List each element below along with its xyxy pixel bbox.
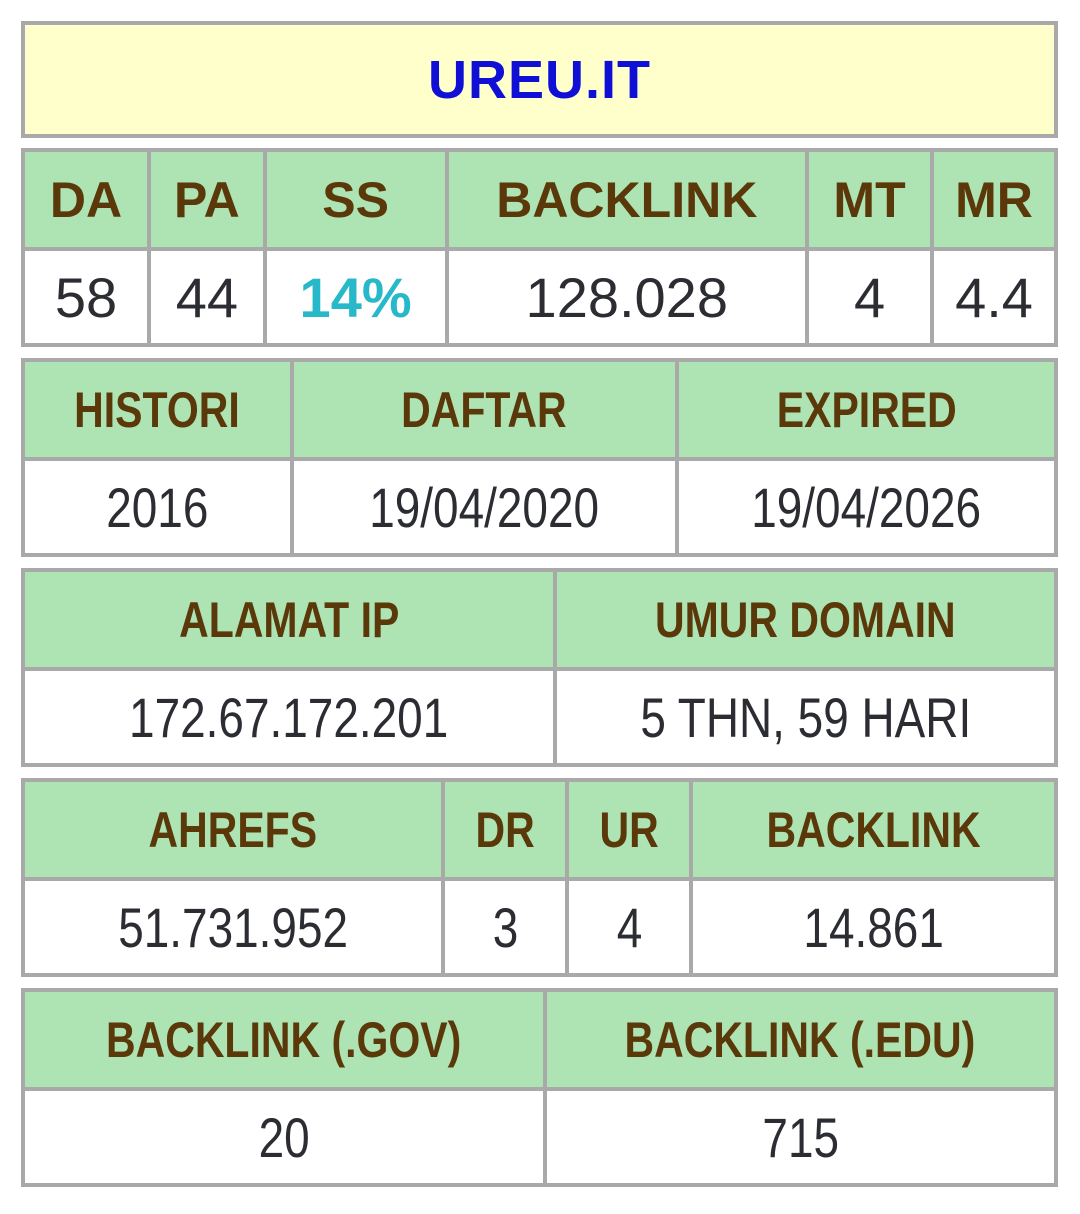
value-expired: 19/04/2026 (751, 475, 982, 539)
value-ahrefs-backlink: 14.861 (803, 895, 944, 959)
header-label-backlink: BACKLINK (496, 171, 758, 228)
value-cell-ss: 14% (262, 247, 449, 347)
header-label-backlink-edu: BACKLINK (.EDU) (624, 1011, 976, 1068)
value-ss: 14% (299, 265, 412, 329)
value-cell-dr: 3 (441, 877, 570, 977)
value-alamat-ip: 172.67.172.201 (129, 685, 449, 749)
header-label-pa: PA (173, 171, 240, 228)
header-cell-ahrefs-backlink: BACKLINK (689, 778, 1058, 881)
report-page: UREU.IT DA PA SS BACKLINK MT MR 58 44 14… (20, 21, 1059, 1187)
header-cell-da: DA (20, 148, 152, 251)
value-backlink-edu: 715 (762, 1105, 839, 1169)
header-cell-backlink-edu: BACKLINK (.EDU) (542, 988, 1059, 1091)
header-cell-umur-domain: UMUR DOMAIN (552, 568, 1059, 671)
value-da: 58 (54, 265, 118, 329)
value-cell-backlink-gov: 20 (21, 1087, 547, 1187)
metrics-header-row: DA PA SS BACKLINK MT MR (20, 148, 1058, 251)
ahrefs-table: AHREFS DR UR BACKLINK 51.731.952 3 4 14.… (20, 778, 1058, 977)
value-cell-backlink-edu: 715 (542, 1087, 1059, 1187)
header-label-ahrefs: AHREFS (148, 801, 318, 858)
metrics-table: DA PA SS BACKLINK MT MR 58 44 14% 128.02… (20, 148, 1058, 347)
header-label-expired: EXPIRED (776, 381, 957, 438)
value-daftar: 19/04/2020 (369, 475, 600, 539)
header-cell-dr: DR (441, 778, 570, 881)
value-ur: 4 (616, 895, 643, 959)
header-label-backlink-gov: BACKLINK (.GOV) (106, 1011, 462, 1068)
value-cell-alamat-ip: 172.67.172.201 (21, 667, 557, 767)
header-label-alamat-ip: ALAMAT IP (178, 591, 400, 648)
value-cell-ahrefs: 51.731.952 (20, 877, 446, 977)
value-cell-ahrefs-backlink: 14.861 (689, 877, 1058, 977)
header-cell-ahrefs: AHREFS (20, 778, 446, 881)
ip-age-value-row: 172.67.172.201 5 THN, 59 HARI (21, 667, 1059, 767)
header-label-daftar: DAFTAR (401, 381, 567, 438)
header-cell-backlink: BACKLINK (444, 148, 810, 251)
registration-value-row: 2016 19/04/2020 19/04/2026 (21, 457, 1059, 557)
domain-title-box: UREU.IT (21, 21, 1058, 138)
ahrefs-header-row: AHREFS DR UR BACKLINK (20, 778, 1058, 881)
value-mt: 4 (853, 265, 886, 329)
value-cell-ur: 4 (565, 877, 694, 977)
value-cell-umur-domain: 5 THN, 59 HARI (552, 667, 1059, 767)
header-label-da: DA (49, 171, 123, 228)
domain-title: UREU.IT (428, 49, 651, 110)
value-cell-expired: 19/04/2026 (674, 457, 1059, 557)
header-cell-daftar: DAFTAR (289, 358, 679, 461)
backlink-tld-header-row: BACKLINK (.GOV) BACKLINK (.EDU) (21, 988, 1059, 1091)
header-label-histori: HISTORI (74, 381, 241, 438)
header-cell-expired: EXPIRED (674, 358, 1059, 461)
value-ahrefs: 51.731.952 (118, 895, 349, 959)
backlink-tld-value-row: 20 715 (21, 1087, 1059, 1187)
value-umur-domain: 5 THN, 59 HARI (640, 685, 971, 749)
value-cell-pa: 44 (147, 247, 267, 347)
header-label-umur-domain: UMUR DOMAIN (655, 591, 956, 648)
value-cell-da: 58 (20, 247, 152, 347)
header-cell-ur: UR (565, 778, 694, 881)
value-cell-mr: 4.4 (930, 247, 1058, 347)
value-cell-daftar: 19/04/2020 (289, 457, 679, 557)
ip-age-header-row: ALAMAT IP UMUR DOMAIN (21, 568, 1059, 671)
registration-table: HISTORI DAFTAR EXPIRED 2016 19/04/2020 1… (21, 358, 1059, 557)
header-cell-alamat-ip: ALAMAT IP (21, 568, 557, 671)
value-mr: 4.4 (955, 265, 1033, 329)
value-cell-mt: 4 (805, 247, 935, 347)
registration-header-row: HISTORI DAFTAR EXPIRED (21, 358, 1059, 461)
header-label-mt: MT (833, 171, 906, 228)
value-histori: 2016 (106, 475, 209, 539)
header-cell-mt: MT (805, 148, 935, 251)
value-backlink-gov: 20 (258, 1105, 310, 1169)
header-label-mr: MR (955, 171, 1033, 228)
header-cell-ss: SS (262, 148, 449, 251)
backlink-tld-table: BACKLINK (.GOV) BACKLINK (.EDU) 20 715 (21, 988, 1059, 1187)
ip-age-table: ALAMAT IP UMUR DOMAIN 172.67.172.201 5 T… (21, 568, 1059, 767)
value-backlink: 128.028 (525, 265, 728, 329)
value-cell-backlink: 128.028 (444, 247, 810, 347)
metrics-value-row: 58 44 14% 128.028 4 4.4 (20, 247, 1058, 347)
header-cell-backlink-gov: BACKLINK (.GOV) (21, 988, 547, 1091)
ahrefs-value-row: 51.731.952 3 4 14.861 (20, 877, 1058, 977)
header-label-ur: UR (599, 801, 659, 858)
header-cell-mr: MR (930, 148, 1058, 251)
header-label-ahrefs-backlink: BACKLINK (766, 801, 981, 858)
value-pa: 44 (175, 265, 238, 329)
header-cell-pa: PA (147, 148, 267, 251)
header-label-ss: SS (322, 171, 389, 228)
value-dr: 3 (492, 895, 519, 959)
header-cell-histori: HISTORI (21, 358, 294, 461)
value-cell-histori: 2016 (21, 457, 294, 557)
header-label-dr: DR (475, 801, 536, 858)
